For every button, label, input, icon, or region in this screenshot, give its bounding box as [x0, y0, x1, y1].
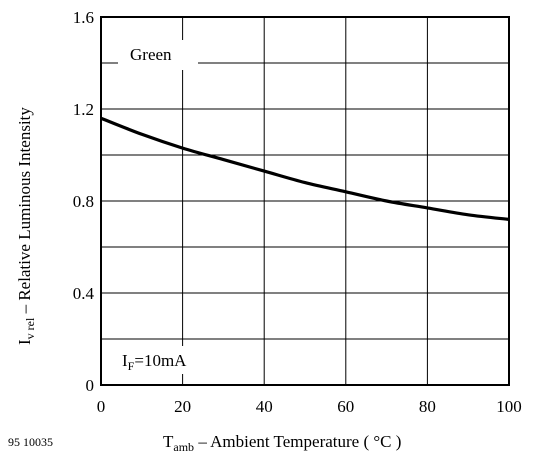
y-axis-label: Iv rel – Relative Luminous Intensity — [15, 107, 37, 345]
x-tick-label: 100 — [496, 397, 522, 416]
y-tick-label: 1.6 — [73, 8, 94, 27]
legend-background — [118, 40, 198, 70]
x-tick-label: 20 — [174, 397, 191, 416]
x-tick-label: 80 — [419, 397, 436, 416]
y-tick-labels: 0 0.4 0.8 1.2 1.6 — [73, 8, 95, 395]
condition-label: IF=10mA — [122, 351, 187, 373]
x-tick-label: 60 — [337, 397, 354, 416]
series-green-line — [100, 116, 510, 221]
x-axis-label: Tamb – Ambient Temperature ( °C ) — [163, 432, 401, 454]
y-tick-label: 0 — [86, 376, 95, 395]
figure-id: 95 10035 — [8, 435, 53, 449]
y-tick-label: 1.2 — [73, 100, 94, 119]
x-tick-labels: 0 20 40 60 80 100 — [97, 397, 522, 416]
plot-frame — [100, 16, 510, 386]
y-tick-label: 0.8 — [73, 192, 94, 211]
x-tick-label: 0 — [97, 397, 106, 416]
x-tick-label: 40 — [256, 397, 273, 416]
y-tick-label: 0.4 — [73, 284, 95, 303]
chart-grid — [101, 17, 509, 385]
legend-series-green: Green — [130, 45, 172, 64]
condition-background — [115, 346, 215, 374]
